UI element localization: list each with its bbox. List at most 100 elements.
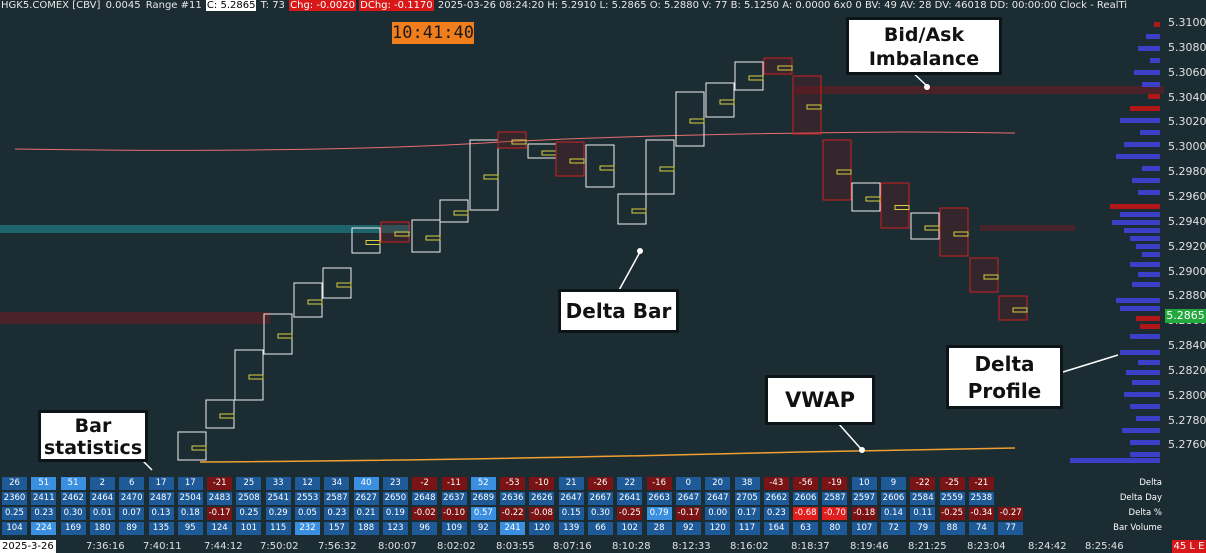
stats-cell: 0.13 xyxy=(148,507,174,520)
profile-bar xyxy=(1116,298,1160,303)
stats-cell: -0.10 xyxy=(441,507,467,520)
profile-bar xyxy=(1122,428,1160,433)
price-label: 5.3040 xyxy=(1168,90,1206,104)
stats-cell: 92 xyxy=(675,522,701,535)
poc-marker xyxy=(689,118,705,124)
stats-cell: 12 xyxy=(295,477,320,490)
stats-cell: 34 xyxy=(324,477,350,490)
stats-cell: 102 xyxy=(617,522,643,535)
stats-cell: 2504 xyxy=(177,492,203,505)
stats-cell: 0.79 xyxy=(646,507,672,520)
profile-bar xyxy=(1120,212,1160,217)
stats-cell: 2587 xyxy=(324,492,350,505)
stats-cell: 0.05 xyxy=(295,507,320,520)
poc-marker xyxy=(425,235,441,241)
stats-cell: 66 xyxy=(588,522,613,535)
stats-cell: -21 xyxy=(207,477,233,490)
delta-profile-leader xyxy=(1062,354,1119,373)
callout-delta-profile: Delta Profile xyxy=(946,345,1063,409)
poc-marker xyxy=(394,231,410,237)
symbol-label[interactable]: HGK5.COMEX [CBV] xyxy=(1,0,101,11)
stats-cell: 0.25 xyxy=(2,507,27,520)
stats-cell: 0.07 xyxy=(119,507,145,520)
stats-cell: 0.01 xyxy=(89,507,115,520)
poc-marker xyxy=(365,240,381,245)
poc-marker xyxy=(719,99,735,105)
stats-cell: 10 xyxy=(851,477,877,490)
stats-cell: 92 xyxy=(470,522,496,535)
stats-cell: 9 xyxy=(881,477,906,490)
profile-bar xyxy=(1136,316,1160,321)
time-axis-date: 2025-3-26 xyxy=(0,540,56,553)
profile-bar xyxy=(1130,236,1160,241)
profile-bar xyxy=(1130,334,1160,339)
stats-cell: 0.29 xyxy=(265,507,291,520)
imbalance-zone-3 xyxy=(795,86,1165,94)
poc-marker xyxy=(953,231,969,237)
stats-cell: 0.14 xyxy=(881,507,906,520)
stats-cell: 107 xyxy=(851,522,877,535)
time-label: 8:21:25 xyxy=(908,541,947,552)
stats-cell: -22 xyxy=(910,477,936,490)
stats-cell: 2650 xyxy=(382,492,408,505)
poc-marker xyxy=(865,196,881,202)
stats-cell: -0.22 xyxy=(500,507,526,520)
profile-bar xyxy=(1134,70,1160,75)
stats-cell: 2559 xyxy=(939,492,965,505)
time-label: 8:03:55 xyxy=(496,541,535,552)
vwap-leader-dot xyxy=(859,447,865,453)
time-label: 8:24:42 xyxy=(1028,541,1067,552)
price-label: 5.2820 xyxy=(1168,363,1206,377)
stats-cell: 120 xyxy=(705,522,731,535)
price-label: 5.2920 xyxy=(1168,239,1206,253)
stats-cell: 2626 xyxy=(529,492,555,505)
stats-cell: 96 xyxy=(412,522,438,535)
stats-cell: 0 xyxy=(675,477,701,490)
stats-cell: 88 xyxy=(939,522,965,535)
profile-bar xyxy=(1130,440,1160,445)
stats-cell: -0.70 xyxy=(822,507,848,520)
price-label: 5.2880 xyxy=(1168,289,1206,303)
time-label: 7:40:11 xyxy=(143,541,182,552)
poc-marker xyxy=(219,413,235,419)
time-label: 8:18:37 xyxy=(791,541,830,552)
stats-cell: 17 xyxy=(148,477,174,490)
stats-label-delta: Delta xyxy=(1139,478,1162,488)
stats-cell: 2360 xyxy=(2,492,27,505)
price-axis[interactable] xyxy=(1164,12,1206,540)
stats-cell: 180 xyxy=(89,522,115,535)
stats-cell: 120 xyxy=(529,522,555,535)
stats-cell: 2487 xyxy=(148,492,174,505)
poc-marker xyxy=(631,208,647,214)
stats-cell: 28 xyxy=(646,522,672,535)
price-label: 5.2780 xyxy=(1168,413,1206,427)
stats-cell: -16 xyxy=(646,477,672,490)
time-label: 7:50:02 xyxy=(260,541,299,552)
stats-label-delta-day: Delta Day xyxy=(1119,493,1162,503)
band-line xyxy=(14,131,1016,151)
delta-bar-leader xyxy=(617,251,641,293)
stats-cell: -43 xyxy=(763,477,789,490)
stats-cell: 109 xyxy=(441,522,467,535)
footprint-candles xyxy=(177,57,1028,461)
stats-cell: 20 xyxy=(705,477,731,490)
stats-cell: 6 xyxy=(119,477,145,490)
stats-cell: 2663 xyxy=(646,492,672,505)
stats-cell: 2470 xyxy=(119,492,145,505)
stats-cell: 2606 xyxy=(881,492,906,505)
forward-indicator[interactable]: 45 L E xyxy=(1172,540,1206,553)
stats-cell: 80 xyxy=(822,522,848,535)
stats-cell: 72 xyxy=(881,522,906,535)
profile-bar xyxy=(1140,130,1160,135)
poc-marker xyxy=(336,282,352,288)
stats-cell: 2641 xyxy=(617,492,643,505)
time-axis[interactable]: 7:36:16 7:40:11 7:44:12 7:50:02 7:56:32 8:00:… xyxy=(0,540,1206,553)
profile-bar xyxy=(1116,154,1160,159)
poc-marker xyxy=(307,299,323,305)
profile-bar xyxy=(1130,106,1160,111)
profile-bar xyxy=(1130,404,1160,409)
imbalance-zone-4 xyxy=(980,225,1075,231)
stats-cell: 2637 xyxy=(441,492,467,505)
